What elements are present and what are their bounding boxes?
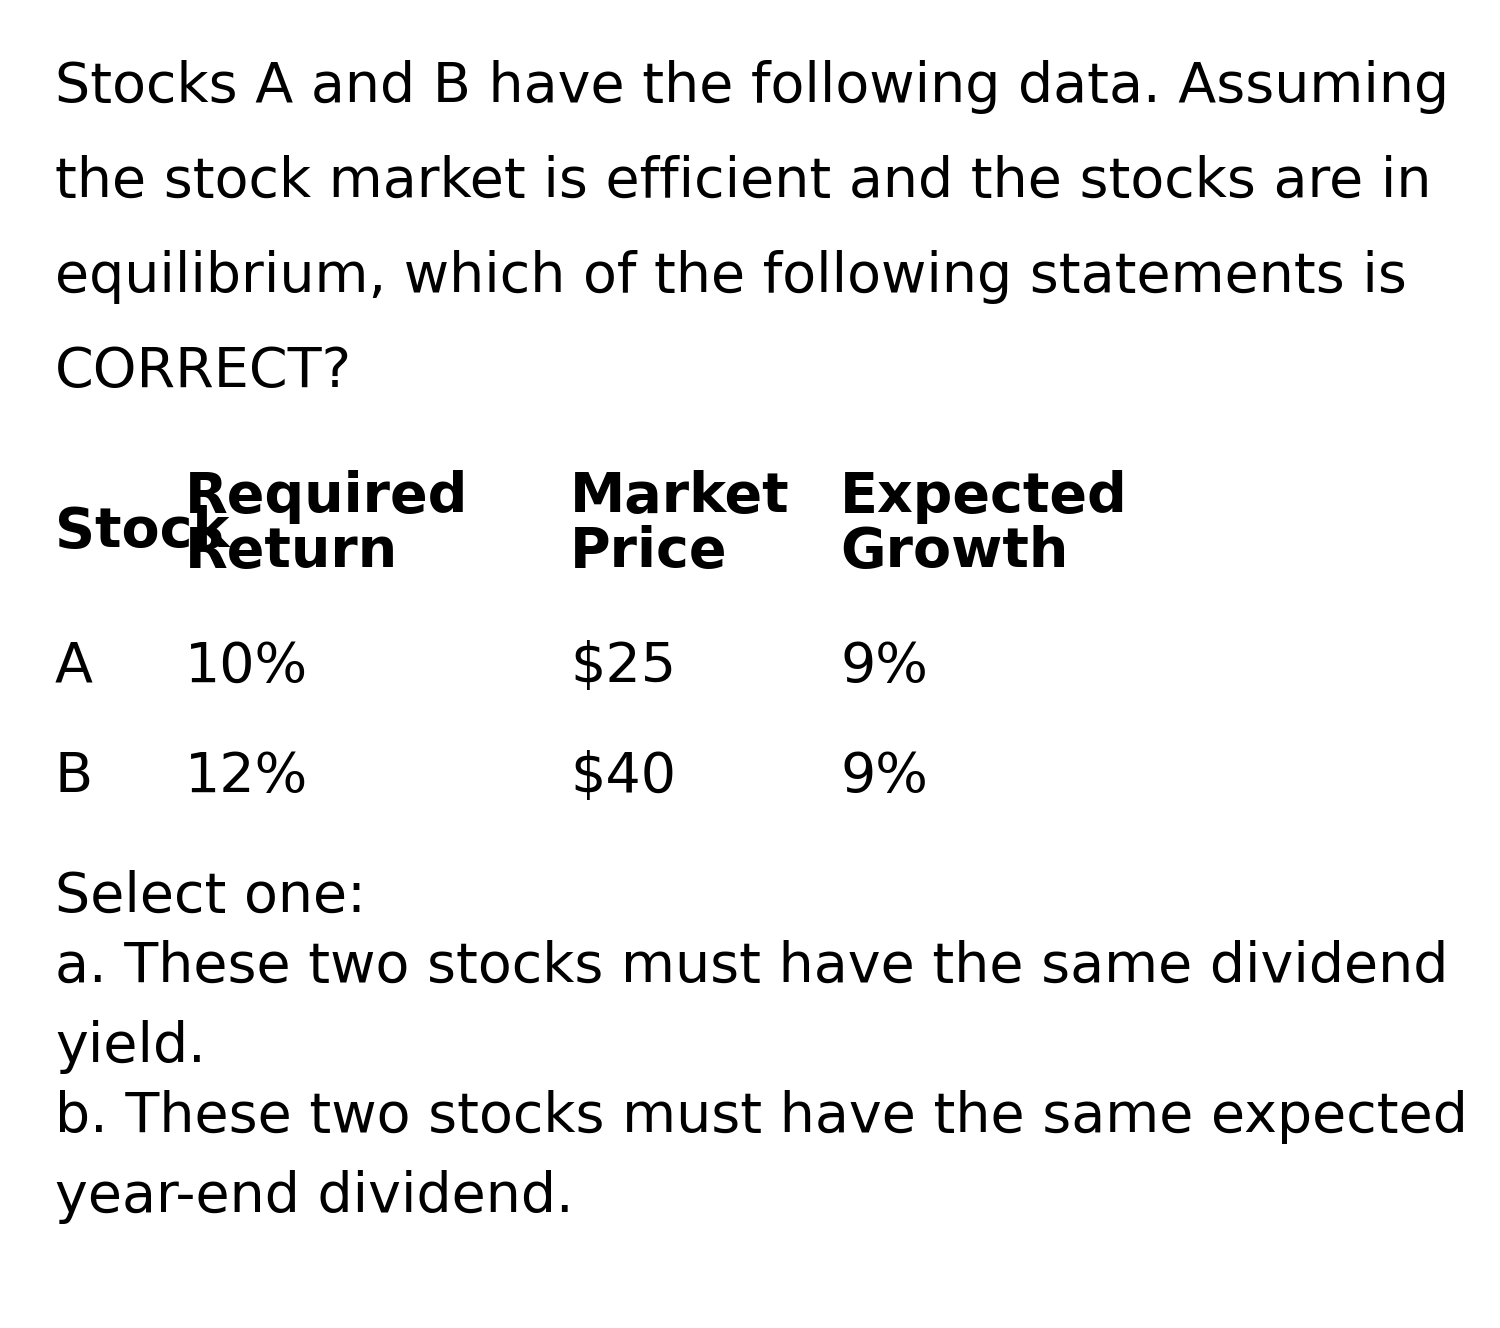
Text: b. These two stocks must have the same expected: b. These two stocks must have the same e… bbox=[56, 1090, 1468, 1143]
Text: Select one:: Select one: bbox=[56, 870, 366, 924]
Text: Return: Return bbox=[184, 525, 399, 579]
Text: $25: $25 bbox=[570, 640, 676, 695]
Text: 9%: 9% bbox=[840, 640, 928, 695]
Text: 9%: 9% bbox=[840, 750, 928, 803]
Text: Required: Required bbox=[184, 470, 468, 525]
Text: Growth: Growth bbox=[840, 525, 1068, 579]
Text: Expected: Expected bbox=[840, 470, 1128, 525]
Text: 10%: 10% bbox=[184, 640, 309, 695]
Text: the stock market is efficient and the stocks are in: the stock market is efficient and the st… bbox=[56, 155, 1431, 208]
Text: 12%: 12% bbox=[184, 750, 309, 803]
Text: Stocks A and B have the following data. Assuming: Stocks A and B have the following data. … bbox=[56, 60, 1449, 114]
Text: A: A bbox=[56, 640, 93, 695]
Text: $40: $40 bbox=[570, 750, 676, 803]
Text: B: B bbox=[56, 750, 93, 803]
Text: Market: Market bbox=[570, 470, 789, 525]
Text: year-end dividend.: year-end dividend. bbox=[56, 1170, 573, 1224]
Text: Price: Price bbox=[570, 525, 728, 579]
Text: CORRECT?: CORRECT? bbox=[56, 345, 352, 398]
Text: a. These two stocks must have the same dividend: a. These two stocks must have the same d… bbox=[56, 940, 1449, 993]
Text: equilibrium, which of the following statements is: equilibrium, which of the following stat… bbox=[56, 250, 1407, 304]
Text: yield.: yield. bbox=[56, 1020, 206, 1074]
Text: Stock: Stock bbox=[56, 505, 230, 559]
